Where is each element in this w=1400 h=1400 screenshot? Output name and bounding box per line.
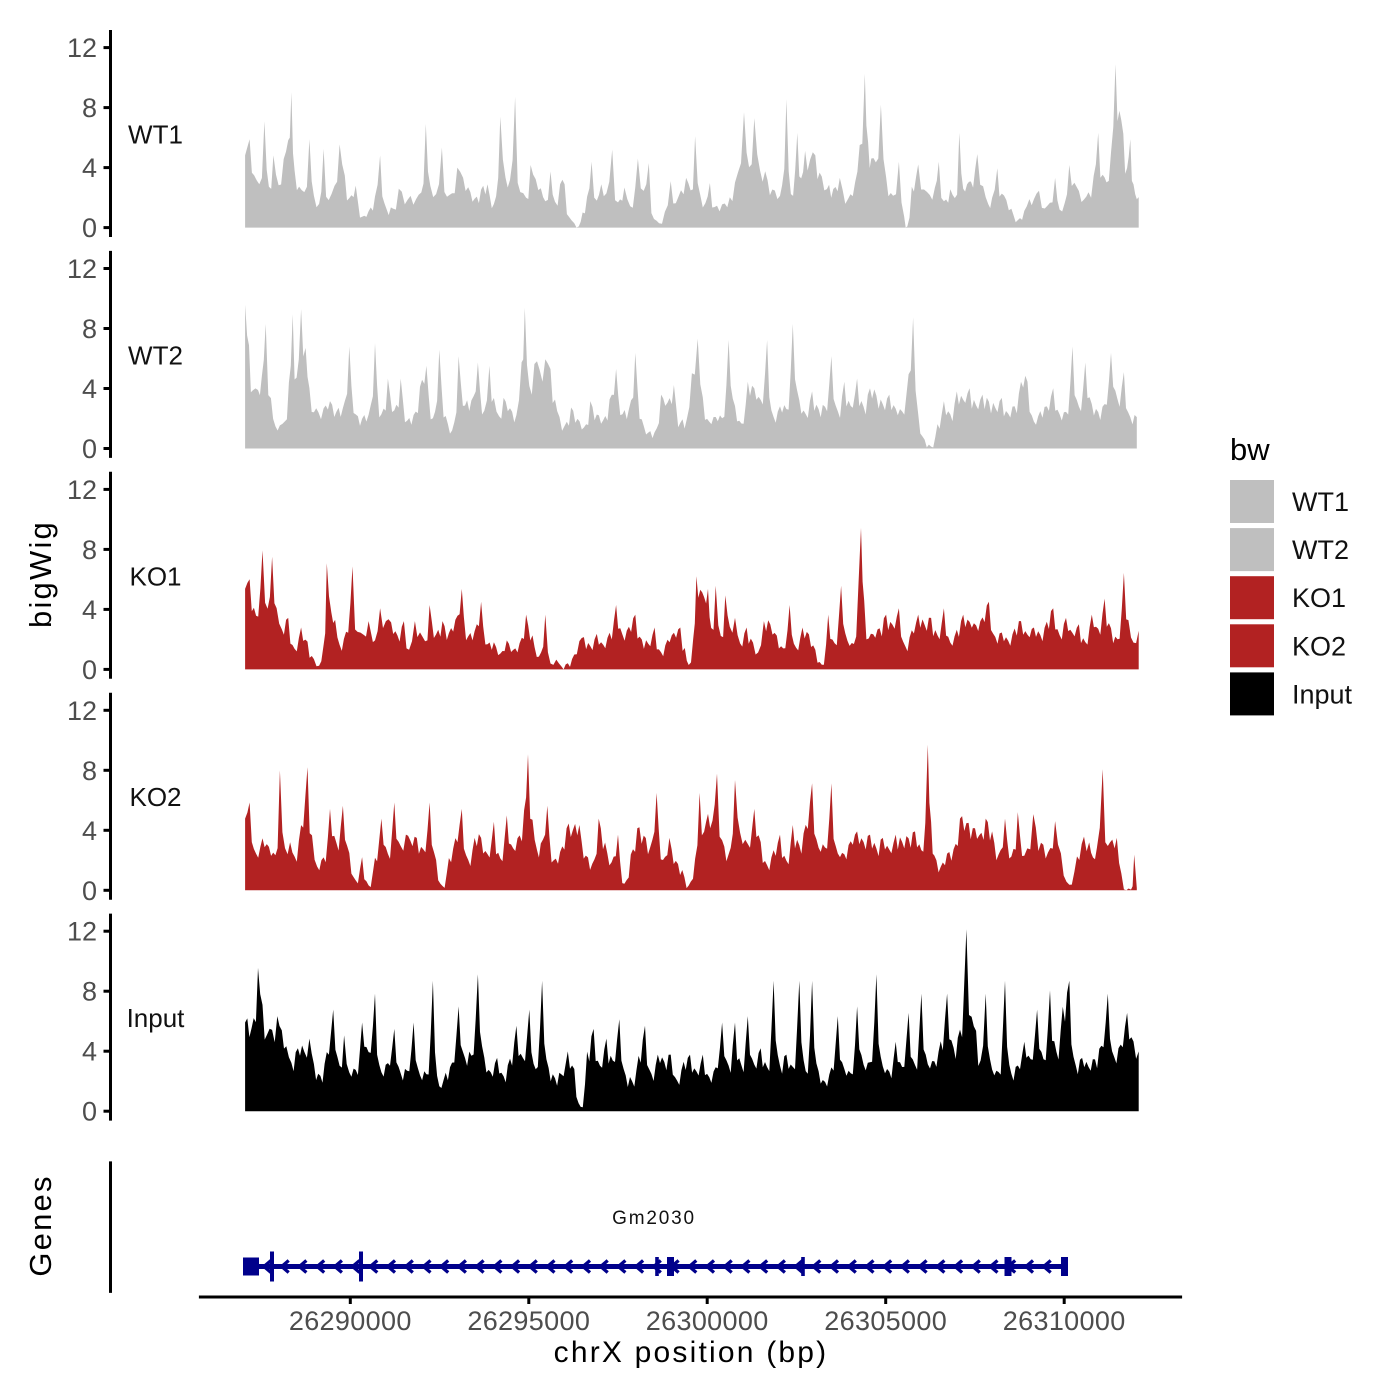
svg-text:12: 12 [67, 254, 97, 284]
svg-text:26295000: 26295000 [467, 1306, 590, 1336]
svg-text:Input: Input [127, 1003, 186, 1033]
svg-text:26300000: 26300000 [646, 1306, 769, 1336]
svg-text:4: 4 [82, 595, 97, 625]
svg-text:0: 0 [82, 434, 97, 464]
svg-text:0: 0 [82, 876, 97, 906]
svg-text:12: 12 [67, 475, 97, 505]
svg-text:WT1: WT1 [1292, 487, 1349, 517]
svg-text:0: 0 [82, 655, 97, 685]
svg-text:26305000: 26305000 [824, 1306, 947, 1336]
svg-text:8: 8 [82, 93, 97, 123]
svg-text:8: 8 [82, 535, 97, 565]
svg-text:KO1: KO1 [129, 561, 181, 591]
svg-text:KO2: KO2 [1292, 631, 1346, 661]
svg-text:Input: Input [1292, 679, 1353, 709]
svg-text:KO2: KO2 [129, 782, 181, 812]
svg-text:Gm2030: Gm2030 [612, 1208, 696, 1229]
svg-text:WT2: WT2 [1292, 535, 1349, 565]
svg-text:26290000: 26290000 [289, 1306, 412, 1336]
svg-text:WT2: WT2 [128, 340, 183, 370]
svg-text:0: 0 [82, 213, 97, 243]
svg-text:12: 12 [67, 917, 97, 947]
svg-text:12: 12 [67, 696, 97, 726]
svg-text:26310000: 26310000 [1003, 1306, 1126, 1336]
svg-text:Genes: Genes [23, 1174, 58, 1276]
svg-text:12: 12 [67, 33, 97, 63]
svg-text:bw: bw [1230, 432, 1270, 467]
svg-text:chrX position (bp): chrX position (bp) [554, 1336, 829, 1369]
svg-text:4: 4 [82, 153, 97, 183]
svg-text:8: 8 [82, 977, 97, 1007]
svg-text:bigWig: bigWig [23, 520, 58, 628]
svg-text:8: 8 [82, 314, 97, 344]
svg-text:4: 4 [82, 1037, 97, 1067]
svg-text:WT1: WT1 [128, 120, 183, 150]
svg-text:KO1: KO1 [1292, 583, 1346, 613]
svg-text:4: 4 [82, 374, 97, 404]
svg-text:0: 0 [82, 1097, 97, 1127]
svg-text:4: 4 [82, 816, 97, 846]
svg-text:8: 8 [82, 756, 97, 786]
